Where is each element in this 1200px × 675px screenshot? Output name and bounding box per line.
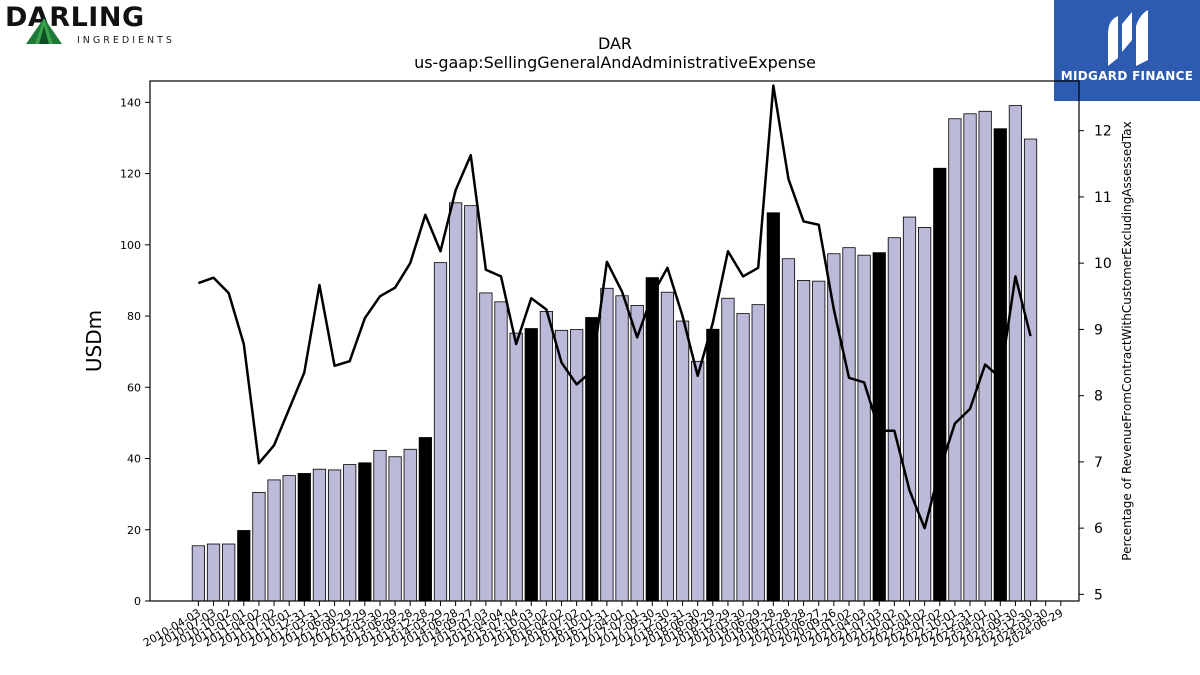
- bar: [857, 254, 871, 602]
- bar: [978, 110, 992, 602]
- bar: [691, 360, 705, 602]
- bar: [812, 280, 826, 602]
- logo-subtitle: INGREDIENTS: [77, 35, 175, 46]
- bar: [449, 202, 463, 602]
- bar: [736, 313, 750, 602]
- midgard-m-icon: [1108, 10, 1148, 66]
- bar: [600, 287, 614, 602]
- bar: [615, 295, 629, 602]
- bar: [479, 292, 493, 602]
- y-axis-left: 0 20 40 60 80 100 120 140: [120, 96, 150, 608]
- bar: [191, 545, 205, 602]
- bar: [509, 332, 523, 602]
- y-axis-right: 5 6 7 8 9 10 11 12: [1079, 124, 1112, 603]
- y-tick-label: 140: [120, 96, 141, 109]
- bar: [675, 320, 690, 602]
- y2-tick-label: 7: [1094, 455, 1103, 471]
- line-group: [197, 84, 1032, 530]
- bar: [993, 128, 1007, 602]
- bars-group: [191, 105, 1038, 602]
- bar: [645, 277, 659, 602]
- bar: [343, 464, 357, 602]
- chart-title: DAR: [598, 34, 632, 53]
- bar: [252, 491, 266, 602]
- bar: [539, 311, 553, 602]
- bar: [933, 167, 947, 602]
- midgard-finance-logo: MIDGARD FINANCE: [1054, 0, 1200, 101]
- y2-tick-label: 5: [1094, 587, 1103, 603]
- y2-tick-label: 10: [1094, 256, 1112, 272]
- y2-tick-label: 11: [1094, 190, 1112, 206]
- bar: [902, 216, 917, 602]
- y-tick-label: 20: [127, 524, 141, 537]
- bar: [1023, 138, 1038, 602]
- bar: [918, 226, 932, 602]
- bar: [464, 205, 478, 602]
- bar: [797, 280, 811, 602]
- bar: [948, 118, 962, 602]
- logo-wordmark: DARLING: [5, 2, 145, 33]
- bar: [312, 468, 327, 602]
- y2-tick-label: 12: [1094, 124, 1112, 140]
- y2-axis-label: Percentage of RevenueFromContractWithCus…: [1120, 121, 1134, 560]
- bar: [433, 262, 448, 602]
- bar: [297, 473, 311, 602]
- y2-tick-label: 8: [1094, 389, 1103, 405]
- bar: [706, 328, 720, 602]
- green-triangle-icon: [26, 18, 62, 44]
- bar: [766, 212, 780, 602]
- y-axis-label: USDm: [82, 310, 106, 372]
- bar: [267, 479, 281, 602]
- series-line: [197, 84, 1032, 530]
- bar: [660, 291, 675, 602]
- y-tick-label: 40: [127, 453, 141, 466]
- bar: [963, 113, 977, 602]
- bar: [585, 317, 599, 602]
- logo-brand-text: MIDGARD FINANCE: [1060, 69, 1194, 83]
- bar: [1008, 105, 1023, 602]
- darling-ingredients-logo: DARLING INGREDIENTS: [4, 2, 174, 48]
- bar: [282, 475, 296, 602]
- bar: [842, 247, 856, 602]
- y-tick-label: 100: [120, 239, 141, 252]
- bar: [358, 462, 372, 602]
- bar: [781, 258, 796, 602]
- plot-frame: [149, 80, 1080, 602]
- bar: [388, 456, 402, 602]
- bar: [222, 543, 236, 602]
- chart-subtitle: us-gaap:SellingGeneralAndAdministrativeE…: [414, 53, 816, 72]
- bar: [403, 448, 417, 602]
- bar: [524, 328, 538, 602]
- bar: [237, 530, 251, 602]
- bar: [494, 301, 508, 602]
- bar: [887, 237, 901, 602]
- y2-tick-label: 6: [1094, 521, 1103, 537]
- bar: [206, 543, 221, 602]
- bar: [721, 297, 735, 602]
- y-tick-label: 80: [127, 310, 141, 323]
- y-tick-label: 0: [134, 595, 141, 608]
- x-axis: 2010-04-032010-07-032010-10-022011-01-01…: [141, 601, 1065, 650]
- bar: [373, 449, 387, 602]
- bar: [751, 304, 765, 602]
- bar: [570, 329, 584, 602]
- bar: [418, 437, 432, 602]
- y2-tick-label: 9: [1094, 322, 1103, 338]
- bar: [327, 469, 342, 602]
- bar: [630, 304, 644, 602]
- y-tick-label: 60: [127, 381, 141, 394]
- y-tick-label: 120: [120, 168, 141, 181]
